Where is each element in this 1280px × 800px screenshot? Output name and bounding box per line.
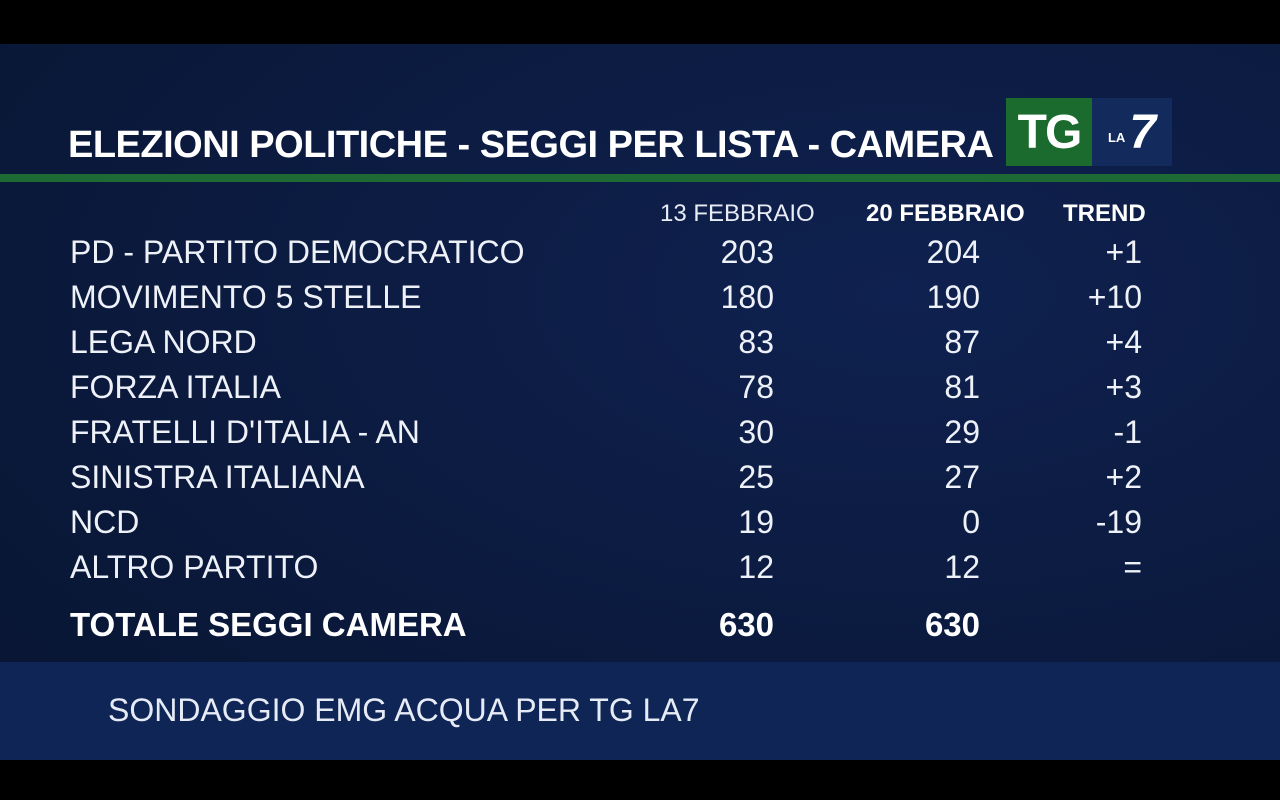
party-label: ALTRO PARTITO (70, 549, 319, 585)
seats-13-febbraio: 30 (738, 414, 774, 450)
column-header-trend: TREND (1063, 200, 1146, 227)
seats-20-febbraio: 27 (944, 459, 980, 495)
total-row: TOTALE SEGGI CAMERA 630 630 (0, 606, 1280, 650)
seats-13-febbraio: 203 (720, 234, 774, 270)
column-header-13-febbraio: 13 FEBBRAIO (660, 200, 815, 227)
total-label: TOTALE SEGGI CAMERA (70, 606, 467, 643)
seats-13-febbraio: 12 (738, 549, 774, 585)
seats-20-febbraio: 81 (944, 369, 980, 405)
table-row: NCD 19 0 -19 (0, 504, 1280, 548)
trend-value: +10 (1087, 279, 1142, 315)
seats-13-febbraio: 180 (720, 279, 774, 315)
logo-la: LA (1107, 129, 1126, 145)
seats-20-febbraio: 12 (944, 549, 980, 585)
column-header-20-febbraio: 20 FEBBRAIO (866, 200, 1025, 227)
party-label: LEGA NORD (70, 324, 257, 360)
trend-value: +1 (1105, 234, 1142, 270)
party-label: PD - PARTITO DEMOCRATICO (70, 234, 525, 270)
table-row: ALTRO PARTITO 12 12 = (0, 549, 1280, 593)
seats-13-febbraio: 19 (738, 504, 774, 540)
table-row: FORZA ITALIA 78 81 +3 (0, 369, 1280, 413)
seats-13-febbraio: 83 (738, 324, 774, 360)
tg-la7-logo: TG LA 7 (1006, 98, 1172, 166)
seats-20-febbraio: 204 (926, 234, 980, 270)
party-label: MOVIMENTO 5 STELLE (70, 279, 422, 315)
total-20-febbraio: 630 (924, 606, 980, 643)
footer-band: SONDAGGIO EMG ACQUA PER TG LA7 (0, 662, 1280, 760)
seats-20-febbraio: 0 (962, 504, 980, 540)
party-label: FORZA ITALIA (70, 369, 281, 405)
party-label: NCD (70, 504, 140, 540)
broadcast-graphic: ELEZIONI POLITICHE - SEGGI PER LISTA - C… (0, 44, 1280, 760)
table-row: MOVIMENTO 5 STELLE 180 190 +10 (0, 279, 1280, 323)
party-label: SINISTRA ITALIANA (70, 459, 365, 495)
table-row: FRATELLI D'ITALIA - AN 30 29 -1 (0, 414, 1280, 458)
seats-13-febbraio: 78 (738, 369, 774, 405)
trend-value: +4 (1105, 324, 1142, 360)
logo-7: 7 (1129, 105, 1157, 159)
seats-20-febbraio: 29 (944, 414, 980, 450)
total-13-febbraio: 630 (718, 606, 774, 643)
trend-value: = (1123, 549, 1142, 585)
logo-tg: TG (1006, 98, 1092, 166)
seats-20-febbraio: 190 (926, 279, 980, 315)
source-note: SONDAGGIO EMG ACQUA PER TG LA7 (108, 692, 700, 728)
logo-la7: LA 7 (1092, 98, 1172, 166)
page-title: ELEZIONI POLITICHE - SEGGI PER LISTA - C… (68, 124, 994, 166)
table-row: PD - PARTITO DEMOCRATICO 203 204 +1 (0, 234, 1280, 278)
table-row: LEGA NORD 83 87 +4 (0, 324, 1280, 368)
seats-13-febbraio: 25 (738, 459, 774, 495)
trend-value: +3 (1105, 369, 1142, 405)
party-label: FRATELLI D'ITALIA - AN (70, 414, 420, 450)
table-row: SINISTRA ITALIANA 25 27 +2 (0, 459, 1280, 503)
trend-value: -1 (1113, 414, 1142, 450)
trend-value: +2 (1105, 459, 1142, 495)
green-divider (0, 174, 1280, 182)
seats-20-febbraio: 87 (944, 324, 980, 360)
trend-value: -19 (1095, 504, 1142, 540)
